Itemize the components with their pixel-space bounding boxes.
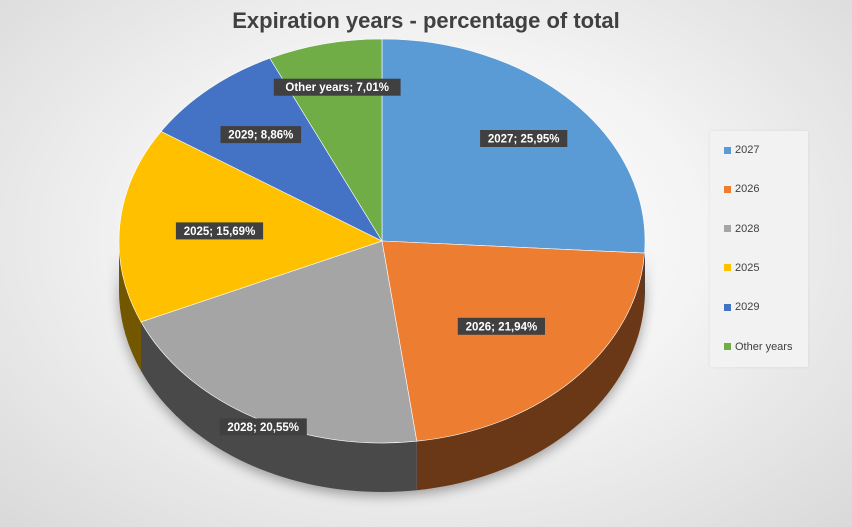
data-label-text: 2025; 15,69% <box>184 226 256 238</box>
legend-swatch <box>724 303 731 311</box>
legend-item-2025[interactable]: 2025 <box>724 261 759 275</box>
pie-side-2025 <box>119 241 141 371</box>
legend-swatch <box>724 185 731 193</box>
legend-swatch <box>724 225 731 233</box>
pie-side-2028 <box>141 321 417 492</box>
legend-label: 2029 <box>735 301 760 314</box>
data-label-text: 2026; 21,94% <box>466 321 538 333</box>
data-label-box <box>273 78 401 96</box>
data-label-box <box>220 126 302 144</box>
legend-item-other-years[interactable]: Other years <box>724 340 792 354</box>
legend-swatch <box>724 343 731 350</box>
legend: 2027 2026 2028 2025 2029 Other years <box>710 131 808 367</box>
data-label-text: Other years; 7,01% <box>285 82 389 94</box>
data-label-other-years: Other years; 7,01% <box>273 78 401 96</box>
pie-labels: 2027; 25,95% 2026; 21,94% 2028; 20,55% 2025… <box>175 78 568 436</box>
data-label-2029: 2029; 8,86% <box>220 126 302 144</box>
pie-slice-2029[interactable] <box>160 57 383 242</box>
legend-label: Other years <box>735 340 793 353</box>
pie-side-2027 <box>644 241 645 303</box>
legend-label: 2027 <box>735 144 760 156</box>
data-label-text: 2027; 25,95% <box>488 134 560 146</box>
pie-slice-2028[interactable] <box>140 240 418 444</box>
data-label-2028: 2028; 20,55% <box>219 418 307 436</box>
legend-item-2029[interactable]: 2029 <box>724 300 759 314</box>
data-label-2026: 2026; 21,94% <box>457 317 545 335</box>
pie-side-2026 <box>416 253 645 491</box>
legend-label: 2028 <box>735 222 760 235</box>
data-label-box <box>219 418 307 436</box>
data-label-text: 2029; 8,86% <box>228 130 293 142</box>
chart-title: Expiration years - percentage of total <box>232 8 620 33</box>
legend-item-2026[interactable]: 2026 <box>724 182 759 196</box>
pie-slice-2026[interactable] <box>381 240 645 442</box>
legend-item-2027[interactable]: 2027 <box>724 143 759 157</box>
legend-item-2028[interactable]: 2028 <box>724 222 759 236</box>
data-label-box <box>457 317 545 335</box>
data-label-2027: 2027; 25,95% <box>480 130 568 147</box>
legend-swatch <box>724 146 731 154</box>
pie-sides <box>119 241 645 492</box>
legend-label: 2026 <box>735 183 760 196</box>
legend-swatch <box>724 264 731 272</box>
pie-tops <box>118 38 646 444</box>
data-label-text: 2028; 20,55% <box>227 422 299 434</box>
data-label-box <box>175 222 264 240</box>
legend-label: 2025 <box>735 261 760 274</box>
data-label-2025: 2025; 15,69% <box>175 222 264 240</box>
data-label-box <box>480 130 568 147</box>
